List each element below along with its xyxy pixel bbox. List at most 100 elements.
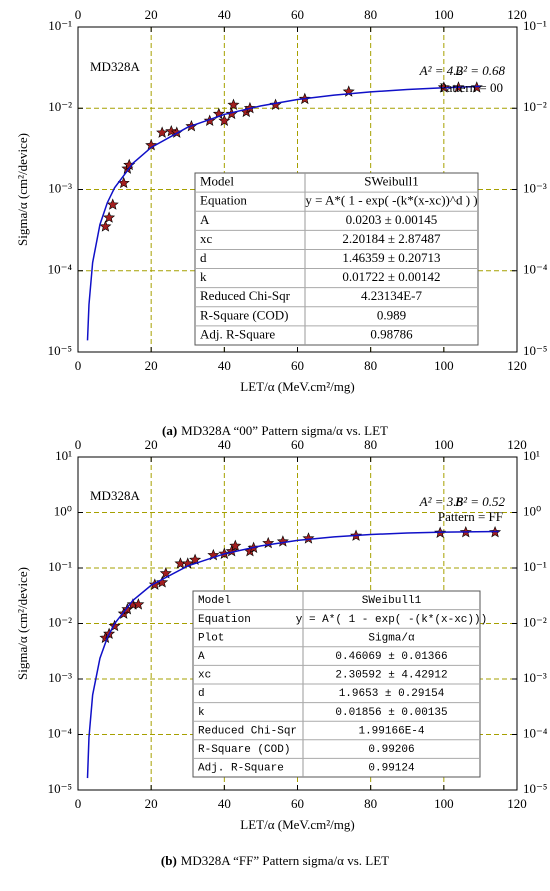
- table-cell: xc: [200, 231, 213, 246]
- table-cell: 0.98786: [370, 326, 413, 341]
- table-cell: 0.99206: [368, 744, 414, 756]
- y-tick-label: 10⁻³: [48, 670, 72, 685]
- annotation-a2: A² = 3.8: [419, 494, 464, 509]
- x-tick-label: 60: [291, 358, 304, 373]
- data-point: [159, 567, 172, 579]
- data-point: [156, 576, 169, 588]
- x-tick-label-top: 40: [218, 7, 231, 22]
- x-tick-label-top: 100: [434, 437, 454, 452]
- fit-table: Model SWeibull1 Equation y = A*( 1 - exp( -…: [194, 172, 479, 346]
- table-cell: Model: [200, 174, 234, 189]
- x-axis-label: LET/α (MeV.cm²/mg): [240, 817, 354, 832]
- y-tick-label-right: 10⁻²: [523, 614, 547, 629]
- table-cell: 2.20184 ± 2.87487: [342, 231, 441, 246]
- x-tick-label: 120: [507, 358, 527, 373]
- x-tick-label-top: 100: [434, 7, 454, 22]
- data-point: [156, 126, 169, 138]
- y-tick-label-right: 10⁻⁵: [523, 343, 547, 358]
- y-tick-label: 10⁻¹: [48, 18, 72, 33]
- x-tick-label: 80: [364, 796, 377, 811]
- data-point: [276, 535, 289, 547]
- table-cell: d: [200, 250, 207, 265]
- annotation-b2: B² = 0.68: [455, 63, 505, 78]
- table-cell: 0.46069 ± 0.01366: [335, 651, 447, 663]
- caption-label: (a): [162, 423, 177, 438]
- data-point: [189, 553, 202, 565]
- x-axis-label: LET/α (MeV.cm²/mg): [240, 379, 354, 394]
- fit-line: [86, 85, 481, 341]
- y-tick-label-right: 10⁻⁴: [523, 262, 548, 277]
- caption-text: MD328A “00” Pattern sigma/α vs. LET: [181, 423, 388, 438]
- y-axis-label: Sigma/α (cm²/device): [15, 133, 30, 246]
- x-tick-label: 100: [434, 358, 454, 373]
- data-point: [103, 211, 116, 223]
- table-cell: 1.99166E-4: [358, 725, 424, 737]
- x-tick-label-top: 60: [291, 7, 304, 22]
- table-cell: k: [200, 269, 207, 284]
- x-tick-label-top: 0: [75, 437, 82, 452]
- data-point: [106, 198, 119, 210]
- y-tick-label-right: 10⁻¹: [523, 559, 547, 574]
- x-tick-label-top: 60: [291, 437, 304, 452]
- x-tick-label: 80: [364, 358, 377, 373]
- data-point: [148, 578, 161, 590]
- table-cell: SWeibull1: [362, 595, 422, 607]
- x-tick-label-top: 20: [145, 7, 158, 22]
- data-point: [225, 544, 238, 557]
- table-cell: Equation: [200, 193, 247, 208]
- x-tick-label: 0: [75, 796, 82, 811]
- data-point: [99, 220, 112, 232]
- table-cell: Adj. R-Square: [198, 763, 284, 775]
- table-cell: 0.01722 ± 0.00142: [342, 269, 440, 284]
- y-tick-label-right: 10⁰: [523, 503, 541, 518]
- y-tick-label-right: 10⁻⁵: [523, 781, 547, 796]
- x-tick-label: 0: [75, 358, 82, 373]
- table-cell: 4.23134E-7: [361, 288, 423, 303]
- table-cell: 2.30592 ± 4.42912: [335, 670, 447, 682]
- data-point: [218, 114, 231, 126]
- data-point: [262, 536, 275, 549]
- data-point: [229, 539, 242, 552]
- x-tick-label-top: 120: [507, 437, 527, 452]
- y-tick-label: 10⁻⁴: [48, 725, 73, 740]
- x-tick-label: 120: [507, 796, 527, 811]
- table-cell: 0.989: [377, 307, 406, 322]
- y-tick-label-right: 10¹: [523, 448, 540, 463]
- annotation-a2: A² = 4.2: [419, 63, 464, 78]
- x-tick-label-top: 20: [145, 437, 158, 452]
- table-cell: y = A*( 1 - exp( -(k*(x-xc))^d ) ): [305, 193, 477, 208]
- x-tick-label: 20: [145, 796, 158, 811]
- y-tick-label: 10¹: [55, 448, 72, 463]
- y-tick-label-right: 10⁻²: [523, 99, 547, 114]
- x-tick-label-top: 120: [507, 7, 527, 22]
- y-tick-label: 10⁻¹: [48, 559, 72, 574]
- table-cell: 0.99124: [368, 763, 415, 775]
- table-cell: A: [198, 651, 205, 663]
- x-tick-label: 40: [218, 796, 231, 811]
- x-tick-label: 100: [434, 796, 454, 811]
- table-cell: SWeibull1: [364, 174, 419, 189]
- table-cell: Plot: [198, 632, 224, 644]
- pattern-label: Pattern = 00: [439, 80, 503, 95]
- caption: (a) MD328A “00” Pattern sigma/α vs. LET: [162, 423, 388, 438]
- y-tick-label-right: 10⁻¹: [523, 18, 547, 33]
- table-cell: Reduced Chi-Sqr: [198, 725, 297, 737]
- table-cell: Sigma/α: [368, 632, 415, 644]
- x-tick-label: 60: [291, 796, 304, 811]
- x-tick-label: 40: [218, 358, 231, 373]
- y-tick-label: 10⁻⁵: [48, 781, 72, 796]
- table-cell: xc: [198, 670, 211, 682]
- sample-label: MD328A: [90, 488, 140, 503]
- table-cell: k: [198, 707, 205, 719]
- sample-label: MD328A: [90, 59, 140, 74]
- x-tick-label: 20: [145, 358, 158, 373]
- annotation-b2: B² = 0.52: [455, 494, 505, 509]
- y-axis-label: Sigma/α (cm²/device): [15, 567, 30, 680]
- data-point: [108, 619, 121, 632]
- data-point: [302, 532, 315, 544]
- table-cell: R-Square (COD): [200, 307, 288, 322]
- caption-label: (b): [161, 853, 177, 868]
